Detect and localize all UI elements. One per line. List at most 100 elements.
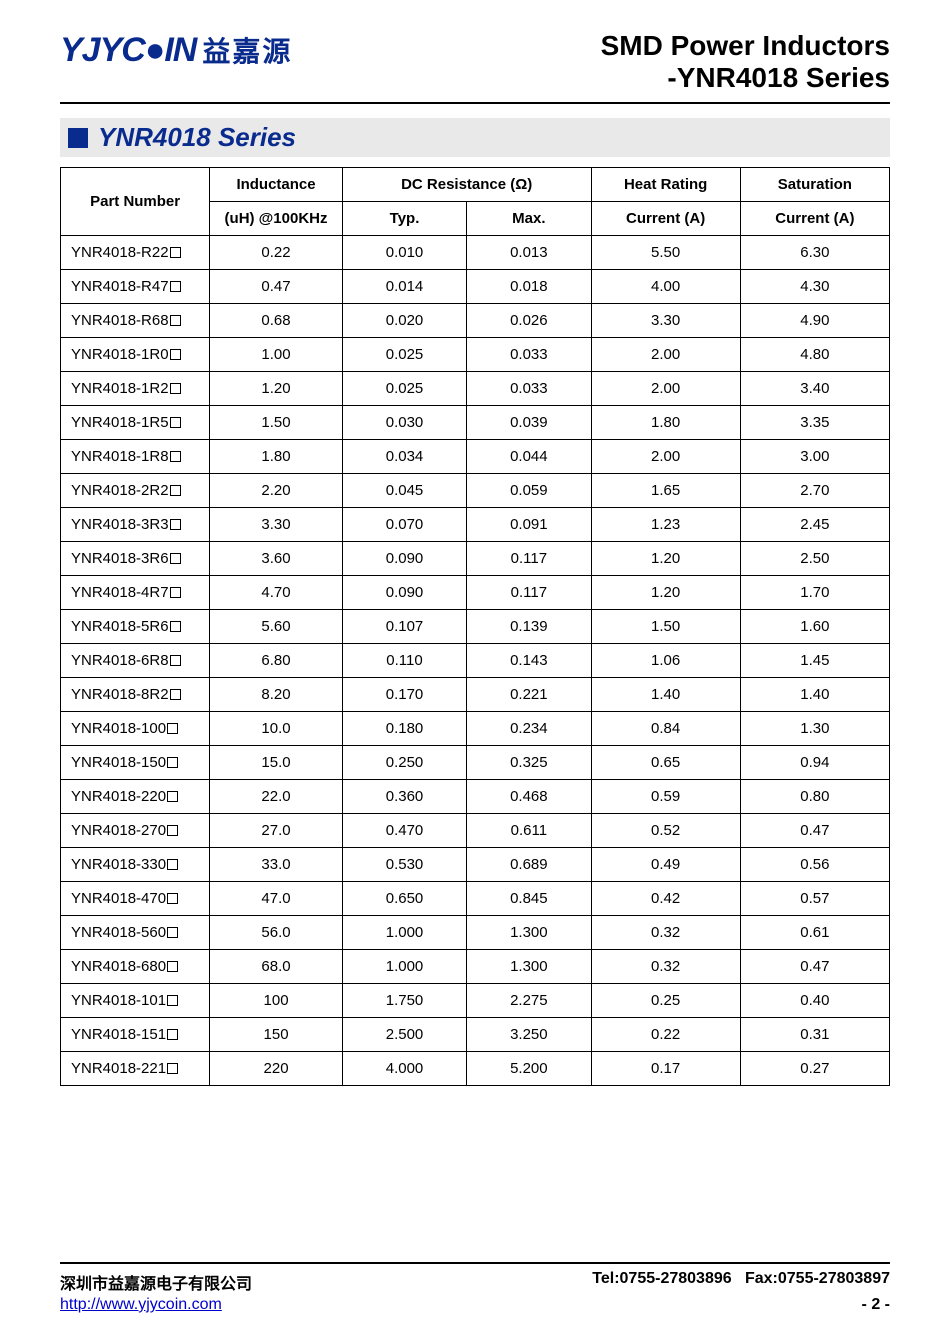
- cell-sat-current: 2.50: [740, 542, 889, 576]
- footer: 深圳市益嘉源电子有限公司 Tel:0755-27803896 Fax:0755-…: [60, 1262, 890, 1316]
- cell-dcr-max: 0.039: [467, 406, 591, 440]
- cell-dcr-typ: 0.014: [342, 270, 466, 304]
- cell-part-number: YNR4018-330: [61, 848, 210, 882]
- suffix-box-icon: [167, 995, 178, 1006]
- suffix-box-icon: [170, 451, 181, 462]
- cell-dcr-max: 0.611: [467, 814, 591, 848]
- part-number-text: YNR4018-3R3: [71, 516, 169, 533]
- cell-inductance: 0.22: [210, 236, 343, 270]
- table-row: YNR4018-68068.01.0001.3000.320.47: [61, 950, 890, 984]
- cell-dcr-max: 0.221: [467, 678, 591, 712]
- cell-sat-current: 1.60: [740, 610, 889, 644]
- table-row: YNR4018-47047.00.6500.8450.420.57: [61, 882, 890, 916]
- cell-dcr-max: 0.117: [467, 576, 591, 610]
- document-title: SMD Power Inductors -YNR4018 Series: [601, 30, 890, 94]
- cell-dcr-typ: 0.107: [342, 610, 466, 644]
- title-line-2: -YNR4018 Series: [601, 62, 890, 94]
- cell-inductance: 1.00: [210, 338, 343, 372]
- cell-dcr-max: 0.117: [467, 542, 591, 576]
- cell-inductance: 4.70: [210, 576, 343, 610]
- cell-heat-current: 5.50: [591, 236, 740, 270]
- cell-sat-current: 0.57: [740, 882, 889, 916]
- header-saturation: Saturation: [740, 168, 889, 202]
- part-number-text: YNR4018-R22: [71, 244, 169, 261]
- cell-heat-current: 2.00: [591, 372, 740, 406]
- cell-heat-current: 0.32: [591, 916, 740, 950]
- cell-dcr-max: 0.689: [467, 848, 591, 882]
- logo-english: YJYC●IN: [60, 31, 196, 70]
- logo-chinese: 益嘉源: [202, 30, 292, 70]
- cell-dcr-typ: 0.470: [342, 814, 466, 848]
- cell-sat-current: 0.27: [740, 1052, 889, 1086]
- footer-fax: Fax:0755-27803897: [745, 1270, 890, 1287]
- footer-url[interactable]: http://www.yjycoin.com: [60, 1296, 222, 1314]
- table-row: YNR4018-27027.00.4700.6110.520.47: [61, 814, 890, 848]
- cell-inductance: 10.0: [210, 712, 343, 746]
- cell-sat-current: 1.70: [740, 576, 889, 610]
- cell-heat-current: 1.40: [591, 678, 740, 712]
- cell-inductance: 22.0: [210, 780, 343, 814]
- suffix-box-icon: [167, 859, 178, 870]
- title-line-1: SMD Power Inductors: [601, 30, 890, 62]
- cell-inductance: 220: [210, 1052, 343, 1086]
- cell-sat-current: 2.70: [740, 474, 889, 508]
- cell-inductance: 3.30: [210, 508, 343, 542]
- header-typ: Typ.: [342, 202, 466, 236]
- header-part-number: Part Number: [61, 168, 210, 236]
- cell-part-number: YNR4018-560: [61, 916, 210, 950]
- suffix-box-icon: [167, 825, 178, 836]
- cell-sat-current: 1.30: [740, 712, 889, 746]
- part-number-text: YNR4018-680: [71, 958, 166, 975]
- cell-dcr-max: 0.033: [467, 372, 591, 406]
- cell-sat-current: 0.94: [740, 746, 889, 780]
- part-number-text: YNR4018-1R8: [71, 448, 169, 465]
- part-number-text: YNR4018-1R2: [71, 380, 169, 397]
- cell-dcr-max: 1.300: [467, 916, 591, 950]
- cell-part-number: YNR4018-100: [61, 712, 210, 746]
- cell-sat-current: 4.30: [740, 270, 889, 304]
- cell-sat-current: 0.80: [740, 780, 889, 814]
- cell-dcr-max: 0.026: [467, 304, 591, 338]
- table-header: Part Number Inductance DC Resistance (Ω)…: [61, 168, 890, 236]
- table-row: YNR4018-R220.220.0100.0135.506.30: [61, 236, 890, 270]
- cell-dcr-typ: 0.530: [342, 848, 466, 882]
- cell-dcr-max: 0.013: [467, 236, 591, 270]
- cell-sat-current: 3.00: [740, 440, 889, 474]
- table-row: YNR4018-4R74.700.0900.1171.201.70: [61, 576, 890, 610]
- cell-dcr-typ: 0.360: [342, 780, 466, 814]
- footer-tel: Tel:0755-27803896: [592, 1270, 731, 1287]
- cell-part-number: YNR4018-680: [61, 950, 210, 984]
- cell-dcr-typ: 0.030: [342, 406, 466, 440]
- cell-heat-current: 1.50: [591, 610, 740, 644]
- cell-heat-current: 2.00: [591, 338, 740, 372]
- cell-inductance: 2.20: [210, 474, 343, 508]
- table-row: YNR4018-15015.00.2500.3250.650.94: [61, 746, 890, 780]
- cell-inductance: 27.0: [210, 814, 343, 848]
- cell-sat-current: 0.47: [740, 814, 889, 848]
- cell-dcr-max: 1.300: [467, 950, 591, 984]
- cell-part-number: YNR4018-4R7: [61, 576, 210, 610]
- table-row: YNR4018-22022.00.3600.4680.590.80: [61, 780, 890, 814]
- cell-sat-current: 0.31: [740, 1018, 889, 1052]
- cell-sat-current: 3.40: [740, 372, 889, 406]
- cell-heat-current: 4.00: [591, 270, 740, 304]
- table-row: YNR4018-R680.680.0200.0263.304.90: [61, 304, 890, 338]
- cell-inductance: 0.68: [210, 304, 343, 338]
- part-number-text: YNR4018-8R2: [71, 686, 169, 703]
- cell-part-number: YNR4018-3R6: [61, 542, 210, 576]
- header-sat-current: Current (A): [740, 202, 889, 236]
- cell-inductance: 150: [210, 1018, 343, 1052]
- footer-contact: Tel:0755-27803896 Fax:0755-27803897: [592, 1270, 890, 1294]
- cell-inductance: 47.0: [210, 882, 343, 916]
- suffix-box-icon: [170, 519, 181, 530]
- cell-part-number: YNR4018-5R6: [61, 610, 210, 644]
- cell-part-number: YNR4018-R68: [61, 304, 210, 338]
- cell-part-number: YNR4018-1R0: [61, 338, 210, 372]
- cell-heat-current: 0.52: [591, 814, 740, 848]
- suffix-box-icon: [167, 893, 178, 904]
- cell-part-number: YNR4018-1R2: [61, 372, 210, 406]
- cell-sat-current: 1.40: [740, 678, 889, 712]
- suffix-box-icon: [170, 281, 181, 292]
- cell-dcr-max: 0.139: [467, 610, 591, 644]
- cell-inductance: 15.0: [210, 746, 343, 780]
